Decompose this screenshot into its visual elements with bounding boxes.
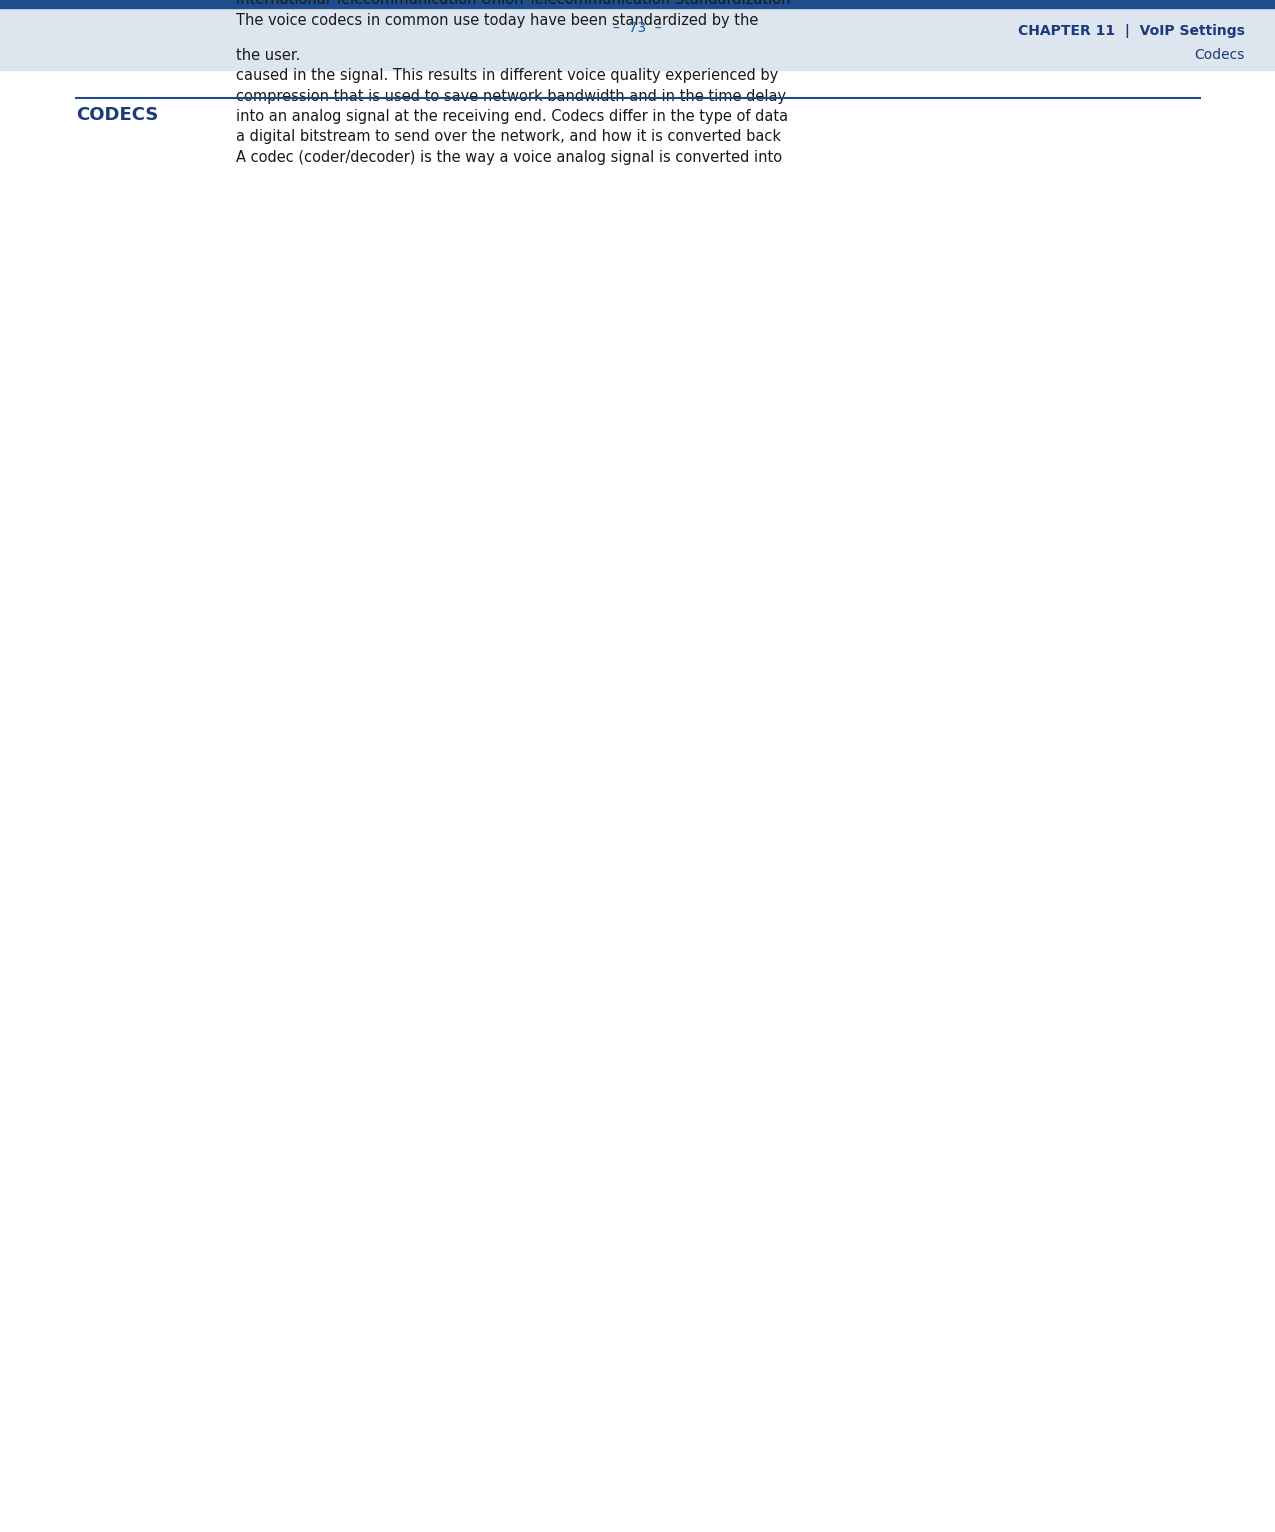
Text: International Telecommunication Union Telecommunication Standardization: International Telecommunication Union Te… [236, 0, 790, 8]
Text: compression that is used to save network bandwidth and in the time delay: compression that is used to save network… [236, 89, 787, 104]
Text: a digital bitstream to send over the network, and how it is converted back: a digital bitstream to send over the net… [236, 130, 782, 144]
Text: –  73  –: – 73 – [613, 21, 662, 35]
Text: A codec (coder/decoder) is the way a voice analog signal is converted into: A codec (coder/decoder) is the way a voi… [236, 150, 782, 165]
Text: into an analog signal at the receiving end. Codecs differ in the type of data: into an analog signal at the receiving e… [236, 109, 788, 124]
Text: CHAPTER 11  |  VoIP Settings: CHAPTER 11 | VoIP Settings [1019, 25, 1244, 38]
Text: Codecs: Codecs [1195, 47, 1244, 61]
Bar [0, 8, 1275, 70]
Text: the user.: the user. [236, 47, 301, 63]
Text: CODECS: CODECS [76, 106, 158, 124]
Text: caused in the signal. This results in different voice quality experienced by: caused in the signal. This results in di… [236, 67, 778, 83]
Bar [0, 0, 1275, 8]
Text: The voice codecs in common use today have been standardized by the: The voice codecs in common use today hav… [236, 12, 759, 28]
